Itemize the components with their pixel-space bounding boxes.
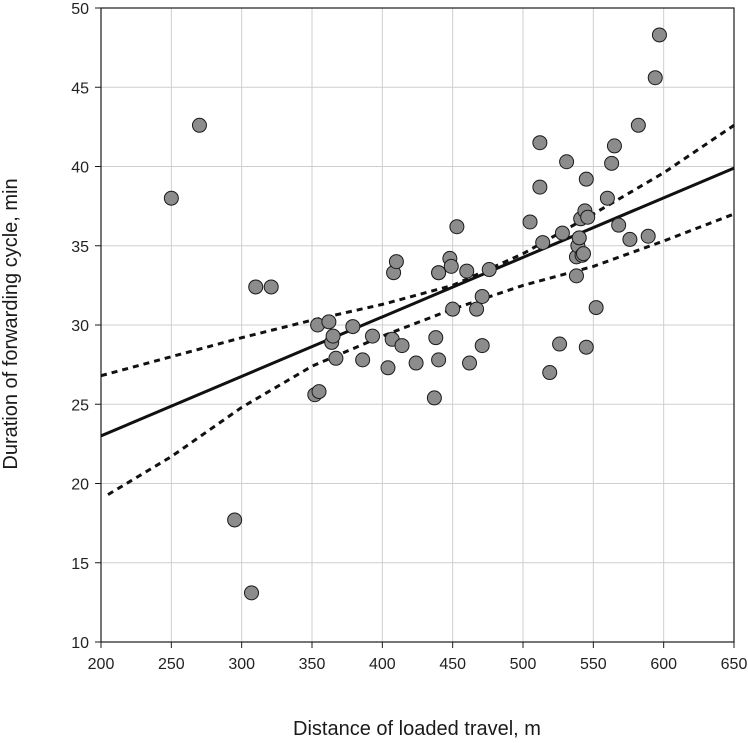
data-point [552,336,568,352]
x-tick-label: 350 [299,656,326,673]
data-point [394,338,410,354]
grid [100,7,735,643]
data-point [244,585,260,601]
data-point [474,288,490,304]
x-tick-label: 600 [650,656,677,673]
y-tick-label: 10 [71,635,89,652]
data-points [163,27,667,601]
data-point [578,339,594,355]
data-point [578,171,594,187]
y-tick-label: 40 [71,160,89,177]
data-point [532,179,548,195]
data-point [640,228,656,244]
data-point [606,138,622,154]
data-point [345,319,361,335]
data-point [647,70,663,86]
data-point [599,190,615,206]
data-point [443,258,459,274]
data-point [449,219,465,235]
data-point [571,230,587,246]
y-tick-label: 15 [71,556,89,573]
data-point [588,300,604,316]
data-point [459,263,475,279]
y-axis-title: Duration of forwarding cycle, min [0,178,22,469]
data-point [364,328,380,344]
regression-line [100,166,735,438]
x-tick-label: 250 [158,656,185,673]
x-tick-label: 550 [580,656,607,673]
data-point [428,330,444,346]
data-point [580,209,596,225]
data-point [559,154,575,170]
y-tick-label: 45 [71,80,89,97]
data-point [431,265,447,281]
y-tick-label: 50 [71,1,89,18]
data-point [474,338,490,354]
x-axis-title: Distance of loaded travel, m [293,718,541,740]
data-point [622,231,638,247]
confidence-upper-band-line [100,124,735,378]
data-point [554,225,570,241]
data-point [408,355,424,371]
data-point [481,262,497,278]
data-point [328,350,344,366]
data-point [522,214,538,230]
data-point [380,360,396,376]
x-axis: 200 250 300 350 400 450 500 550 600 650 [88,642,748,673]
x-tick-label: 450 [439,656,466,673]
y-tick-label: 35 [71,239,89,256]
y-tick-label: 20 [71,477,89,494]
data-point [651,27,667,43]
data-point [426,390,442,406]
x-tick-label: 400 [369,656,396,673]
x-tick-label: 200 [88,656,115,673]
fit-lines [100,124,735,496]
data-point [311,384,327,400]
y-tick-label: 30 [71,318,89,335]
data-point [604,155,620,171]
data-point [532,135,548,151]
x-tick-label: 500 [510,656,537,673]
data-point [431,352,447,368]
data-point [462,355,478,371]
data-point [469,301,485,317]
data-point [191,117,207,133]
data-point [248,279,264,295]
y-axis: 10 15 20 25 30 35 40 45 50 [71,1,101,652]
data-point [355,352,371,368]
data-point [630,117,646,133]
confidence-lower-band-line [107,212,735,496]
data-point [575,246,591,262]
data-point [542,365,558,381]
data-point [611,217,627,233]
data-point [535,235,551,251]
data-point [263,279,279,295]
data-point [445,301,461,317]
data-point [227,512,243,528]
data-point [325,328,341,344]
data-point [163,190,179,206]
data-point [321,314,337,330]
data-point [388,254,404,270]
y-tick-label: 25 [71,397,89,414]
data-point [568,268,584,284]
x-tick-label: 300 [228,656,255,673]
x-tick-label: 650 [721,656,748,673]
